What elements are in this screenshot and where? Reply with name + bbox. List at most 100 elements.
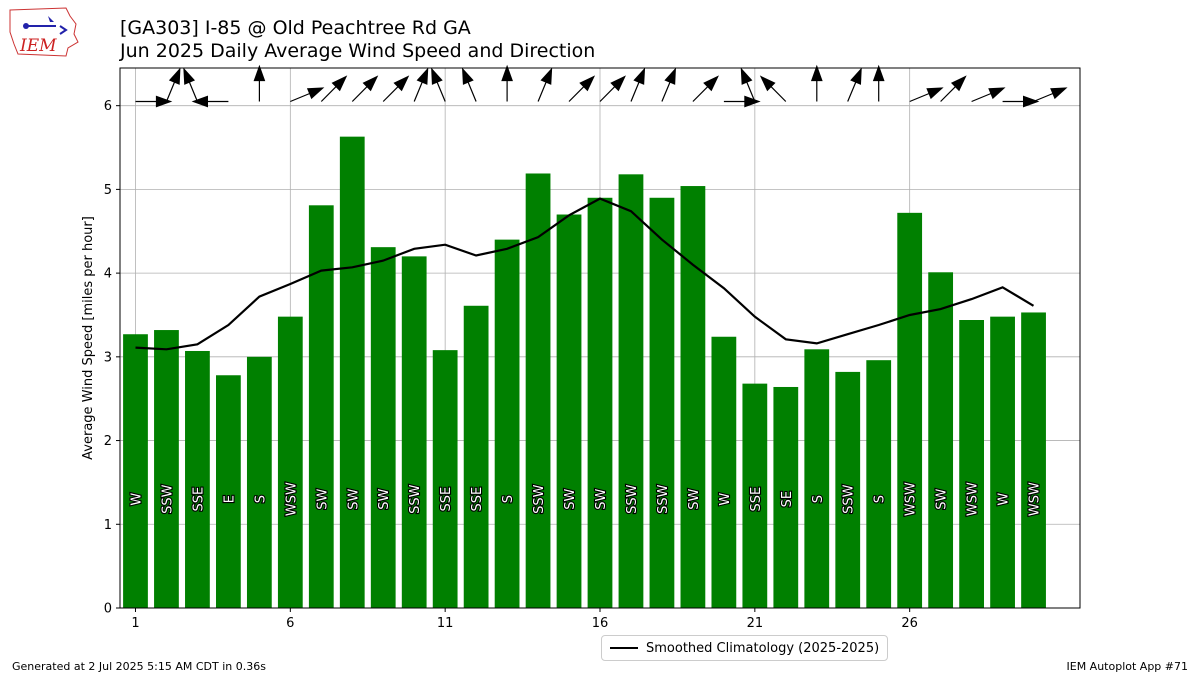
chart-subtitle: Jun 2025 Daily Average Wind Speed and Di… xyxy=(120,40,596,62)
direction-label: SW xyxy=(594,488,609,509)
bar xyxy=(990,316,1015,608)
bar xyxy=(185,350,210,608)
direction-label: SSE xyxy=(749,487,764,512)
iem-logo-text: IEM xyxy=(19,36,57,56)
y-tick-label: 2 xyxy=(104,434,112,449)
wind-arrow xyxy=(165,67,181,102)
bar xyxy=(897,212,923,608)
y-tick-label: 1 xyxy=(104,518,112,533)
direction-label: WSW xyxy=(284,482,299,516)
legend: Smoothed Climatology (2025-2025) xyxy=(601,635,889,661)
wind-arrow xyxy=(431,67,446,102)
wind-arrow xyxy=(599,75,626,102)
wind-arrow xyxy=(723,95,761,108)
climatology-line-series xyxy=(135,197,1035,351)
direction-label: SW xyxy=(315,488,330,509)
direction-label: S xyxy=(873,495,888,503)
y-tick-label: 4 xyxy=(104,267,112,282)
climatology-line xyxy=(135,197,1035,351)
bar xyxy=(649,197,675,608)
wind-arrow xyxy=(253,64,266,102)
bar xyxy=(277,316,303,608)
direction-label: S xyxy=(811,495,826,503)
direction-label: SSW xyxy=(656,484,671,514)
bar xyxy=(432,350,458,608)
x-tick-label: 16 xyxy=(592,616,609,631)
bar xyxy=(587,197,613,608)
x-tick-label: 21 xyxy=(747,616,764,631)
bar xyxy=(339,136,365,608)
bar xyxy=(401,256,427,608)
y-tick-label: 6 xyxy=(104,99,112,114)
direction-label: SSE xyxy=(191,487,206,512)
wind-arrow xyxy=(413,67,429,102)
wind-arrow xyxy=(320,75,348,102)
wind-arrow xyxy=(909,87,944,103)
legend-label: Smoothed Climatology (2025-2025) xyxy=(646,640,880,656)
bar xyxy=(246,356,272,608)
wind-arrow xyxy=(740,67,756,102)
wind-arrow xyxy=(501,64,513,102)
iowa-outline-shape xyxy=(9,7,79,57)
direction-label: WSW xyxy=(1028,482,1043,516)
bar xyxy=(154,330,179,608)
wind-direction-arrows xyxy=(135,64,1068,108)
direction-label: SW xyxy=(377,488,392,509)
bar xyxy=(804,349,830,608)
bar xyxy=(494,239,520,608)
direction-label: WSW xyxy=(966,482,981,516)
bar xyxy=(959,320,984,608)
x-tick-label: 26 xyxy=(901,616,918,631)
direction-label: SSW xyxy=(842,484,857,514)
direction-label: W xyxy=(129,493,144,506)
y-axis-label: Average Wind Speed [miles per hour] xyxy=(81,216,96,460)
bar xyxy=(1021,312,1046,608)
wind-arrow xyxy=(847,67,862,102)
bar-series xyxy=(123,136,1046,609)
wind-arrow xyxy=(290,87,325,103)
x-tick-label: 11 xyxy=(437,616,454,631)
wind-arrow xyxy=(759,75,787,102)
direction-label: SSW xyxy=(532,484,547,514)
wind-arrow xyxy=(183,67,198,102)
bar xyxy=(556,214,582,608)
bar xyxy=(463,305,489,608)
direction-label: SW xyxy=(687,488,702,509)
wind-arrow xyxy=(1033,87,1068,103)
direction-label: SW xyxy=(563,488,578,509)
iem-logo: IEM xyxy=(9,7,79,57)
bar xyxy=(835,371,861,608)
wind-arrow xyxy=(630,67,646,102)
direction-label: SSW xyxy=(160,484,175,514)
x-tick-label: 6 xyxy=(286,616,294,631)
wind-arrow xyxy=(661,67,676,102)
x-tick-label: 1 xyxy=(131,616,139,631)
wind-arrow xyxy=(872,64,885,102)
y-tick-label: 3 xyxy=(104,350,112,365)
wind-arrow xyxy=(692,75,719,102)
wind-arrow xyxy=(462,67,477,102)
direction-label: S xyxy=(501,495,516,503)
wind-arrow xyxy=(940,75,967,102)
direction-label: SSW xyxy=(408,484,423,514)
wind-arrow xyxy=(568,75,596,102)
wind-arrow xyxy=(537,67,553,102)
direction-label: E xyxy=(222,495,237,503)
bar xyxy=(216,375,241,608)
wind-arrow xyxy=(382,75,410,102)
bar xyxy=(928,272,954,608)
direction-label: SW xyxy=(346,488,361,509)
bar xyxy=(308,205,334,609)
bar xyxy=(123,334,148,608)
wind-arrow xyxy=(351,75,379,102)
bar xyxy=(370,247,396,609)
wind-arrow xyxy=(1002,95,1040,108)
direction-label: WSW xyxy=(904,482,919,516)
bar xyxy=(866,360,892,608)
wind-arrow xyxy=(135,95,173,108)
direction-label: SW xyxy=(935,488,950,509)
app-footer: IEM Autoplot App #71 xyxy=(1066,660,1189,673)
wind-arrow xyxy=(191,95,229,108)
direction-label: SE xyxy=(780,491,795,507)
legend-line-swatch xyxy=(610,647,638,649)
